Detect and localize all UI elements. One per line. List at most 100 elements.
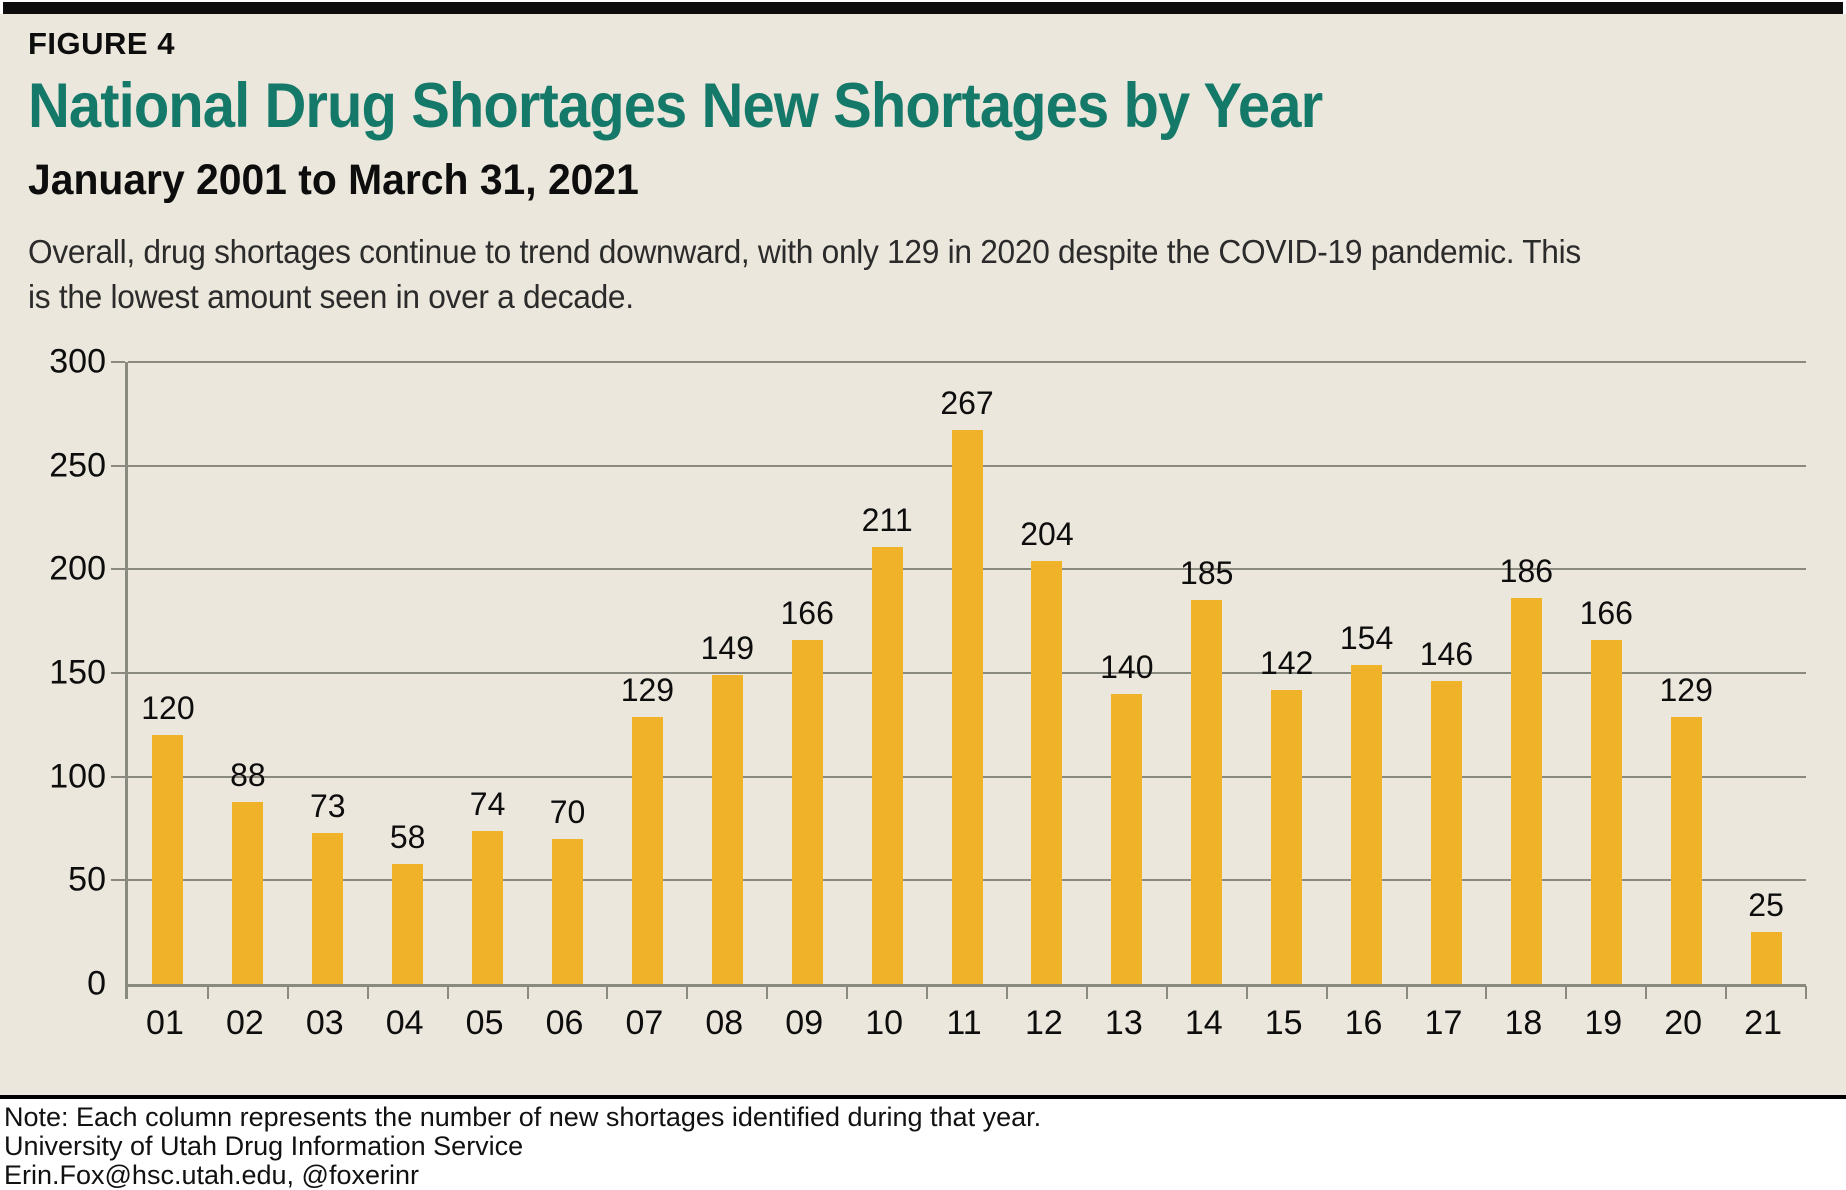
- bar-15: [1271, 689, 1303, 984]
- bar-group-15: 142: [1247, 362, 1328, 999]
- bar-value-label-10: 211: [861, 501, 913, 538]
- bar-group-19: 166: [1566, 362, 1648, 999]
- x-axis-label-12: 12: [1025, 1004, 1063, 1042]
- x-axis-label-17: 17: [1424, 1004, 1463, 1042]
- bar-value-label-07: 129: [620, 671, 675, 708]
- x-axis-label-07: 07: [625, 1004, 664, 1042]
- bar-13: [1111, 693, 1143, 984]
- bar-group-08: 149: [687, 362, 769, 999]
- bar-group-09: 166: [767, 362, 849, 999]
- bar-value-label-14: 185: [1180, 555, 1234, 592]
- bar-group-02: 88: [208, 362, 289, 999]
- x-axis-label-21: 21: [1744, 1004, 1782, 1042]
- x-axis-label-09: 09: [785, 1004, 824, 1042]
- bar-10: [871, 546, 903, 984]
- bar-group-05: 74: [448, 362, 529, 999]
- bar-value-label-09: 166: [780, 594, 834, 631]
- x-axis-label-15: 15: [1264, 1004, 1303, 1042]
- bar-group-20: 129: [1646, 362, 1728, 999]
- y-axis-label-150: 150: [49, 653, 106, 692]
- bar-group-01: 120: [128, 362, 209, 999]
- bar-03: [312, 832, 344, 984]
- bar-value-label-20: 129: [1659, 671, 1713, 708]
- bar-08: [711, 675, 743, 984]
- bar-value-label-03: 73: [309, 787, 346, 824]
- x-axis-label-16: 16: [1344, 1004, 1383, 1042]
- bar-value-label-21: 25: [1748, 887, 1784, 924]
- footnote-source: University of Utah Drug Information Serv…: [4, 1131, 524, 1161]
- y-tick-200: [111, 568, 125, 571]
- bar-09: [791, 639, 823, 984]
- y-axis-extension: [125, 984, 128, 999]
- bar-group-18: 186: [1486, 362, 1568, 999]
- y-tick-150: [111, 672, 125, 674]
- bar-value-label-01: 120: [141, 690, 195, 727]
- y-axis-label-250: 250: [49, 446, 106, 485]
- bar-value-label-11: 267: [940, 385, 994, 422]
- x-axis-label-18: 18: [1504, 1004, 1543, 1042]
- y-tick-300: [111, 361, 125, 363]
- bar-value-label-17: 146: [1419, 636, 1474, 673]
- bar-07: [631, 716, 663, 984]
- x-axis-label-02: 02: [225, 1004, 264, 1042]
- bar-group-13: 140: [1087, 362, 1168, 999]
- bar-group-07: 129: [607, 362, 689, 999]
- bar-value-label-08: 149: [700, 630, 754, 667]
- bar-02: [232, 801, 264, 984]
- x-axis-label-08: 08: [705, 1004, 744, 1042]
- bar-group-21: 25: [1726, 362, 1807, 999]
- date-range-subtitle: January 2001 to March 31, 2021: [28, 156, 639, 204]
- y-tick-50: [111, 879, 125, 882]
- bar-group-06: 70: [528, 362, 609, 999]
- bar-05: [472, 830, 504, 984]
- x-axis-label-14: 14: [1184, 1004, 1223, 1042]
- bar-group-17: 146: [1407, 362, 1488, 999]
- bar-value-label-18: 186: [1499, 553, 1554, 590]
- bar-group-11: 267: [927, 362, 1008, 999]
- bar-16: [1351, 664, 1383, 984]
- bar-chart-plot-area: 120 88 73 58 74 70 129 149 166 211 267 204 140 185 142…: [49, 343, 1807, 1003]
- footnote-note: Note: Each column represents the number …: [4, 1102, 1042, 1132]
- chart-panel: FIGURE 4 National Drug Shortages New Sho…: [0, 14, 1846, 1099]
- gridline-300: [128, 361, 1806, 363]
- bar-value-label-12: 204: [1020, 516, 1074, 553]
- x-axis-label-06: 06: [545, 1004, 584, 1042]
- x-axis-label-11: 11: [946, 1004, 982, 1042]
- bar-value-label-06: 70: [549, 793, 586, 830]
- bar-19: [1590, 639, 1622, 984]
- footer-notes: Note: Each column represents the number …: [4, 1102, 1042, 1190]
- bar-12: [1031, 561, 1063, 984]
- x-axis-label-10: 10: [865, 1004, 904, 1042]
- bar-14: [1191, 600, 1223, 984]
- page-title: National Drug Shortages New Shortages by…: [28, 71, 1323, 141]
- bar-21: [1750, 932, 1782, 984]
- bar-18: [1510, 598, 1542, 984]
- y-axis-label-300: 300: [49, 342, 106, 381]
- bar-group-04: 58: [368, 362, 449, 999]
- bar-11: [951, 430, 983, 984]
- bar-value-label-19: 166: [1579, 594, 1633, 631]
- y-axis-label-50: 50: [68, 860, 106, 899]
- top-black-bar: [3, 2, 1843, 14]
- y-tick-250: [111, 464, 125, 467]
- x-axis-label-01: 01: [146, 1004, 184, 1042]
- bar-group-12: 204: [1007, 362, 1088, 999]
- bar-20: [1670, 716, 1702, 984]
- bar-group-16: 154: [1327, 362, 1408, 999]
- bar-value-label-02: 88: [230, 756, 266, 793]
- bar-value-label-05: 74: [469, 785, 506, 822]
- y-axis-label-200: 200: [49, 549, 106, 588]
- bar-value-label-16: 154: [1339, 619, 1394, 656]
- bars-container: 120 88 73 58 74 70 129 149 166 211 267 204 140 185 142…: [128, 362, 1807, 999]
- bar-value-label-04: 58: [389, 818, 426, 855]
- x-axis-label-04: 04: [385, 1004, 424, 1042]
- x-axis-label-03: 03: [305, 1004, 344, 1042]
- figure-label: FIGURE 4: [28, 26, 175, 61]
- bar-value-label-13: 140: [1100, 648, 1154, 685]
- bar-group-03: 73: [288, 362, 369, 999]
- header: FIGURE 4 National Drug Shortages New Sho…: [0, 14, 1846, 319]
- bar-06: [551, 838, 583, 984]
- bar-01: [152, 735, 184, 984]
- y-tick-100: [111, 775, 125, 778]
